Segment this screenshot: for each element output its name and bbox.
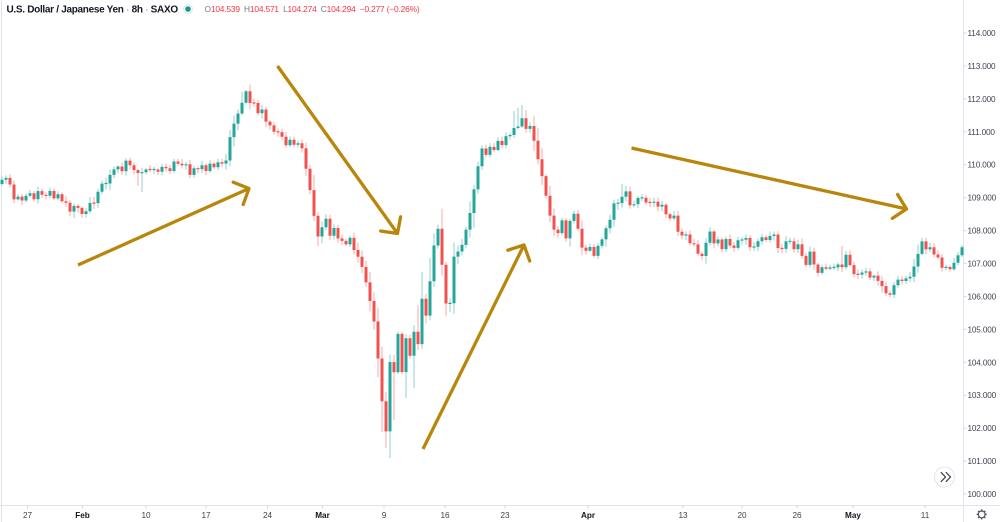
svg-text:27: 27: [23, 511, 33, 520]
svg-text:17: 17: [201, 511, 211, 520]
svg-text:20: 20: [737, 511, 747, 520]
svg-text:100.000: 100.000: [968, 490, 997, 499]
svg-text:13: 13: [678, 511, 688, 520]
svg-text:Apr: Apr: [581, 511, 596, 520]
svg-text:9: 9: [382, 511, 387, 520]
svg-text:101.000: 101.000: [968, 457, 997, 466]
svg-text:109.000: 109.000: [968, 194, 997, 203]
svg-text:108.000: 108.000: [968, 227, 997, 236]
svg-text:107.000: 107.000: [968, 260, 997, 269]
svg-text:Mar: Mar: [315, 511, 330, 520]
svg-text:11: 11: [921, 511, 930, 520]
svg-text:23: 23: [500, 511, 510, 520]
svg-text:113.000: 113.000: [968, 62, 997, 71]
svg-text:106.000: 106.000: [968, 292, 997, 301]
svg-text:112.000: 112.000: [968, 95, 997, 104]
svg-text:26: 26: [792, 511, 802, 520]
svg-text:16: 16: [440, 511, 450, 520]
svg-text:102.000: 102.000: [968, 424, 997, 433]
svg-text:10: 10: [141, 511, 151, 520]
svg-text:104.000: 104.000: [968, 358, 997, 367]
svg-text:111.000: 111.000: [968, 128, 996, 137]
svg-text:114.000: 114.000: [968, 29, 997, 38]
svg-text:105.000: 105.000: [968, 325, 997, 334]
svg-text:103.000: 103.000: [968, 391, 997, 400]
svg-text:Feb: Feb: [75, 511, 90, 520]
svg-text:O104.539 H104.571 L104.274 C10: O104.539 H104.571 L104.274 C104.294 −0.2…: [205, 4, 420, 14]
svg-text:May: May: [845, 511, 861, 520]
svg-text:110.000: 110.000: [968, 161, 997, 170]
svg-text:U.S. Dollar / Japanese Yen · 8: U.S. Dollar / Japanese Yen · 8h · SAXO: [7, 5, 179, 16]
svg-text:24: 24: [263, 511, 273, 520]
